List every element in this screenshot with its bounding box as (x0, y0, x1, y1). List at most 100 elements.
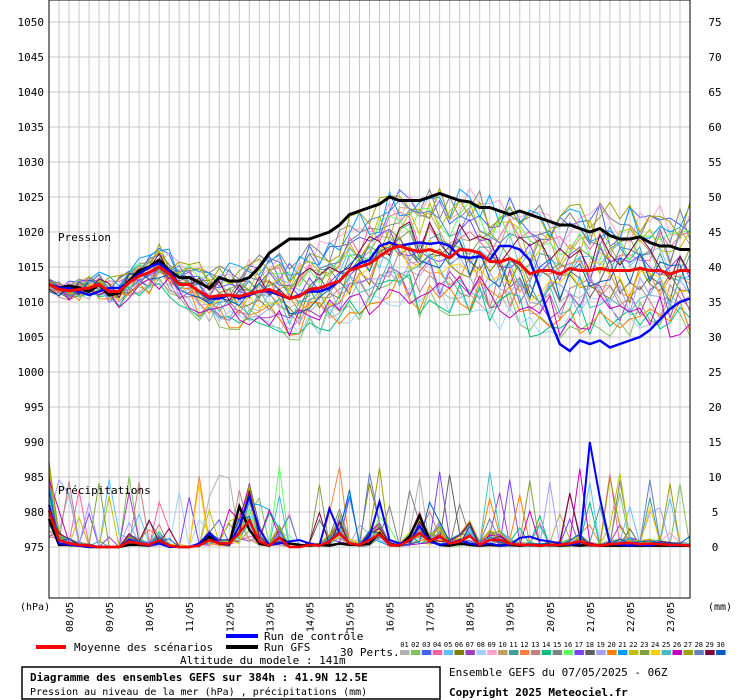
pert-legend-label: 07 (466, 641, 474, 649)
y-right-tick-label: 5 (712, 506, 719, 519)
series-pressure-line (48, 191, 690, 297)
pert-legend-label: 03 (422, 641, 430, 649)
pert-legend-swatch (498, 650, 508, 655)
pert-legend-label: 15 (553, 641, 561, 649)
pert-legend-label: 27 (684, 641, 692, 649)
y-right-tick-label: 40 (708, 261, 721, 274)
x-tick-label: 18/05 (466, 602, 477, 632)
pert-legend-swatch (563, 650, 573, 655)
pert-legend-swatch (541, 650, 552, 655)
pert-legend-swatch (487, 650, 497, 655)
y-right-tick-label: 65 (708, 86, 721, 99)
legend-control-label: Run de contrôle (264, 630, 363, 643)
pert-legend-label: 21 (618, 641, 626, 649)
y-tick-label: 990 (24, 436, 44, 449)
pert-legend-label: 30 (716, 641, 724, 649)
y-right-tick-label: 45 (708, 226, 721, 239)
pert-legend-swatch (454, 650, 464, 655)
y-tick-label: 1010 (18, 296, 45, 309)
y-right-tick-label: 35 (708, 296, 721, 309)
x-tick-label: 14/05 (305, 602, 316, 632)
series-pressure-line (48, 244, 690, 301)
pert-legend-swatch (400, 650, 410, 655)
pert-legend-swatch (421, 650, 432, 655)
x-tick-label: 16/05 (386, 602, 397, 632)
pert-legend-swatch (716, 650, 726, 655)
y-right-tick-label: 15 (708, 436, 721, 449)
pert-legend-swatch (574, 650, 584, 655)
pert-legend-swatch (596, 650, 606, 655)
x-tick-label: 19/05 (506, 602, 517, 632)
y-right-tick-label: 50 (708, 191, 721, 204)
perturbation-line (48, 220, 691, 302)
pert-legend-label: 18 (586, 641, 594, 649)
right-unit-label: (mm) (708, 602, 732, 613)
legend-perts-label: 30 Perts. (340, 646, 400, 659)
pert-legend-label: 24 (651, 641, 659, 649)
y-axis-left: 1050 1045 1040 1035 1030 1025 1020 1015 1010 1005… (18, 16, 45, 554)
pert-legend-swatch (443, 650, 454, 655)
pert-legend-swatch (509, 650, 519, 655)
series-pressure-line (48, 241, 691, 353)
x-tick-label: 09/05 (105, 602, 116, 632)
plot-frame (48, 0, 691, 599)
x-tick-label: 11/05 (185, 602, 196, 632)
y-tick-label: 995 (24, 401, 44, 414)
y-right-tick-label: 55 (708, 156, 721, 169)
y-tick-label: 1015 (18, 261, 45, 274)
pert-legend-label: 13 (531, 641, 539, 649)
x-tick-label: 08/05 (65, 602, 76, 632)
pert-legend-label: 23 (640, 641, 648, 649)
pressure-label: Pression (58, 231, 111, 244)
pert-legend-label: 16 (564, 641, 572, 649)
y-right-tick-label: 0 (712, 541, 719, 554)
perturbation-legend: 01 02 03 04 05 06 07 08 09 10 11 12 13 14 15 16 17 18 19 20… (400, 641, 726, 655)
altitude-label: Altitude du modele : 141m (180, 654, 346, 667)
y-tick-label: 975 (24, 541, 44, 554)
x-tick-label: 22/05 (626, 602, 637, 632)
pert-legend-label: 06 (455, 641, 463, 649)
pert-legend-swatch (705, 650, 715, 655)
pert-legend-label: 10 (498, 641, 506, 649)
x-tick-label: 17/05 (426, 602, 437, 632)
left-unit-label: (hPa) (20, 602, 50, 613)
precip-label: Précipitations (58, 484, 151, 497)
footer-subtitle: Pression au niveau de la mer (hPa) , pré… (30, 686, 367, 698)
x-tick-label: 20/05 (546, 602, 557, 632)
x-tick-label: 23/05 (666, 602, 677, 632)
y-right-tick-label: 10 (708, 471, 721, 484)
pert-legend-label: 20 (607, 641, 615, 649)
pert-legend-swatch (639, 650, 650, 655)
y-tick-label: 1020 (18, 226, 45, 239)
y-tick-label: 1000 (18, 366, 45, 379)
pert-legend-swatch (432, 650, 443, 655)
y-tick-label: 1025 (18, 191, 45, 204)
pert-legend-label: 26 (673, 641, 681, 649)
y-tick-label: 1005 (18, 331, 45, 344)
pert-legend-label: 19 (596, 641, 604, 649)
footer-box (21, 666, 441, 700)
pert-legend-label: 14 (542, 641, 550, 649)
pert-legend-label: 28 (695, 641, 703, 649)
pert-legend-label: 12 (520, 641, 528, 649)
pert-legend-label: 04 (433, 641, 441, 649)
pert-legend-swatch (607, 650, 617, 655)
x-tick-label: 15/05 (345, 602, 356, 632)
pert-legend-label: 09 (487, 641, 495, 649)
pert-legend-swatch (410, 650, 421, 655)
pert-legend-swatch (694, 650, 704, 655)
y-tick-label: 1050 (18, 16, 45, 29)
y-right-tick-label: 20 (708, 401, 721, 414)
pert-legend-swatch (530, 650, 541, 655)
pert-legend-swatch (628, 650, 639, 655)
pert-legend-swatch (650, 650, 661, 655)
perturbation-line (48, 275, 691, 338)
pert-legend-label: 02 (411, 641, 419, 649)
pert-legend-swatch (672, 650, 682, 655)
pert-legend-label: 29 (705, 641, 713, 649)
series-precip-line (48, 441, 691, 548)
y-tick-label: 1045 (18, 51, 45, 64)
pert-legend-label: 17 (575, 641, 583, 649)
perturbation-line (48, 253, 691, 326)
pert-legend-label: 11 (509, 641, 517, 649)
